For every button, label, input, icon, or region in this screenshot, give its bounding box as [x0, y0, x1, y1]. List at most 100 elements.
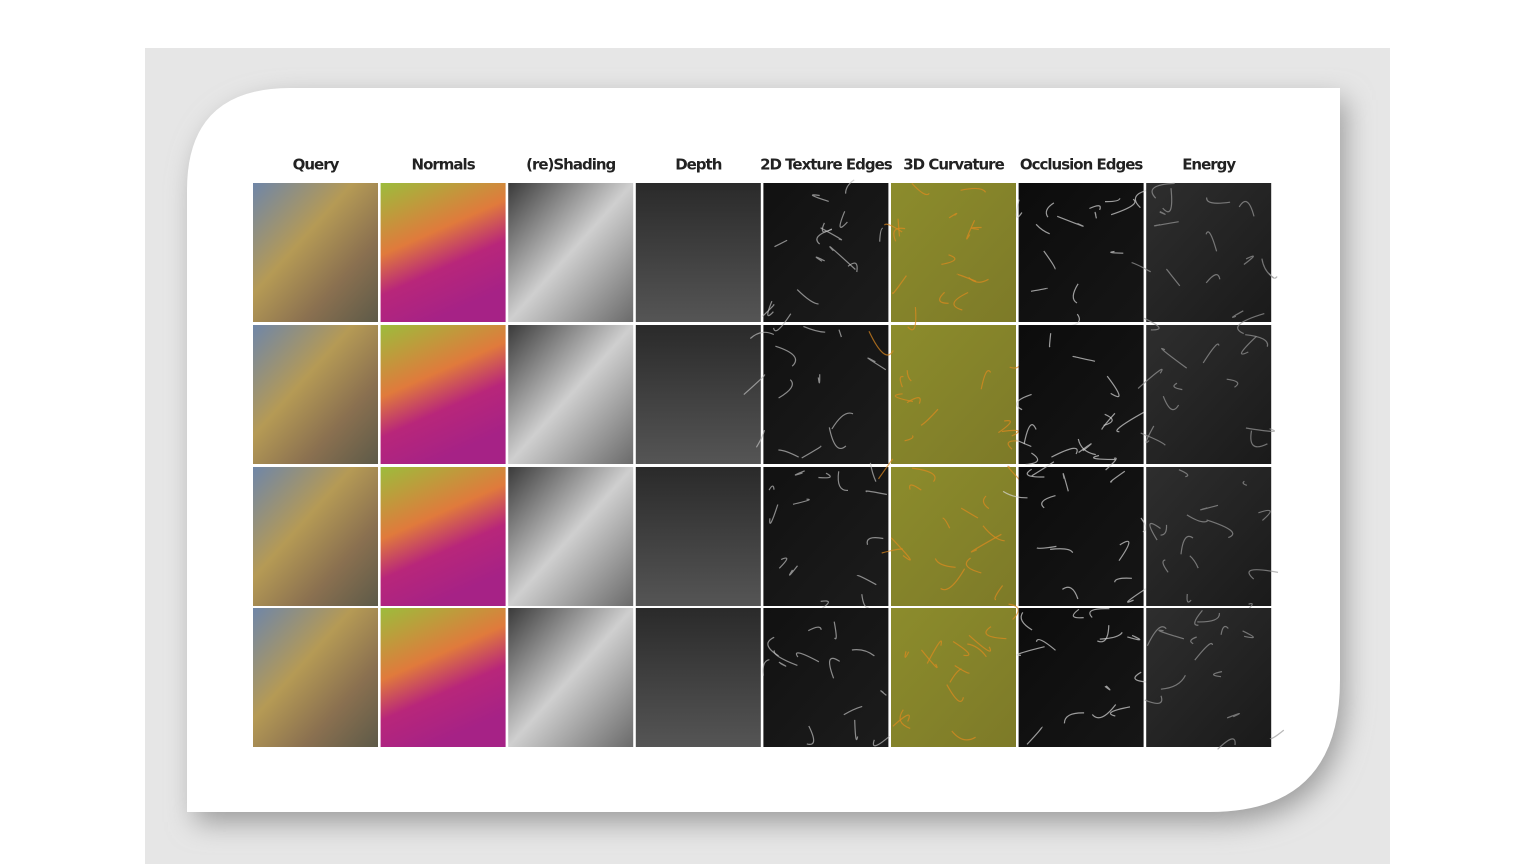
edge-stroke	[762, 659, 770, 676]
edge-stroke	[839, 211, 848, 228]
image-cell	[635, 325, 761, 464]
edge-stroke	[1137, 368, 1163, 389]
edge-stroke	[897, 218, 901, 237]
edge-stroke	[1245, 334, 1269, 347]
edge-stroke	[1160, 524, 1168, 536]
edge-stroke	[1261, 258, 1275, 279]
edge-stroke	[1237, 313, 1265, 335]
edge-stroke	[1078, 443, 1092, 453]
image-cell	[891, 467, 1016, 606]
edge-stroke	[1015, 199, 1023, 218]
image-cell	[1146, 183, 1272, 322]
edge-stroke	[970, 226, 982, 231]
edge-stroke	[890, 537, 911, 561]
edge-stroke	[884, 223, 903, 233]
edge-stroke	[892, 714, 910, 727]
image-cell	[763, 608, 889, 747]
image-cell	[635, 608, 761, 747]
edge-stroke	[1248, 569, 1279, 580]
edge-stroke	[1258, 509, 1271, 521]
edge-stroke	[952, 640, 970, 657]
edge-stroke	[904, 435, 914, 442]
image-cell	[380, 183, 506, 322]
edge-stroke	[1099, 631, 1123, 640]
edge-stroke	[851, 649, 875, 657]
edge-stroke	[803, 325, 826, 333]
column-header: Occlusion Edges	[1020, 156, 1144, 174]
edge-stroke	[1062, 586, 1079, 600]
edge-stroke	[880, 690, 887, 696]
edge-stroke	[1238, 200, 1255, 217]
edge-stroke	[792, 498, 810, 505]
edge-stroke	[1197, 612, 1221, 623]
edge-stroke	[774, 239, 788, 248]
edge-stroke	[1031, 461, 1055, 477]
edge-stroke	[1118, 540, 1130, 562]
edge-stroke	[1089, 608, 1110, 618]
edge-stroke	[1151, 182, 1175, 199]
edge-stroke	[768, 485, 775, 491]
column-header: 3D Curvature	[903, 156, 1004, 174]
edge-stroke	[1162, 395, 1180, 411]
edge-stroke	[967, 643, 987, 658]
edge-stroke	[1035, 223, 1050, 235]
edge-stroke	[1105, 457, 1117, 471]
edge-stroke	[980, 370, 992, 390]
edge-stroke	[1093, 454, 1116, 461]
edge-stroke	[1104, 198, 1121, 203]
edge-stroke	[954, 664, 970, 674]
edge-stroke	[960, 187, 987, 193]
edge-stroke	[828, 427, 847, 450]
edge-stroke	[942, 517, 951, 529]
edge-stroke	[1162, 559, 1169, 573]
edge-stroke	[946, 684, 964, 702]
edge-stroke	[831, 412, 854, 430]
edge-stroke	[1041, 495, 1056, 509]
edge-stroke	[1154, 221, 1179, 227]
edge-stroke	[1035, 639, 1056, 651]
image-cell	[1146, 325, 1272, 464]
edge-stroke	[808, 626, 822, 632]
edge-stroke	[1094, 211, 1097, 219]
edge-stroke	[1146, 626, 1167, 646]
column-header: Query	[293, 156, 340, 174]
edge-stroke	[1242, 480, 1248, 486]
edge-stroke	[1063, 712, 1085, 724]
edge-stroke	[1200, 504, 1219, 511]
edge-stroke	[968, 276, 989, 283]
edge-stroke	[872, 735, 890, 747]
edge-stroke	[1036, 545, 1057, 549]
edge-stroke	[743, 374, 766, 396]
edge-stroke	[953, 291, 969, 311]
edge-stroke	[1160, 675, 1186, 690]
edge-stroke	[1149, 522, 1161, 541]
edge-stroke	[1026, 726, 1043, 745]
edge-stroke	[1001, 429, 1019, 437]
edge-stroke	[1091, 704, 1117, 719]
edge-stroke	[1269, 729, 1285, 740]
edge-stroke	[795, 652, 820, 663]
column-header: Energy	[1182, 156, 1236, 174]
edge-stroke	[926, 640, 942, 664]
edge-stroke	[1205, 231, 1218, 252]
edge-stroke	[1202, 343, 1220, 364]
edge-stroke	[899, 709, 911, 729]
edge-stroke	[906, 370, 912, 382]
edge-stroke	[1242, 630, 1254, 639]
edge-stroke	[844, 179, 855, 194]
edge-stroke	[778, 661, 787, 667]
edge-stroke	[1243, 255, 1254, 265]
edge-stroke	[761, 304, 775, 317]
image-cell	[508, 467, 634, 606]
edge-stroke	[1026, 468, 1045, 478]
edge-stroke	[998, 420, 1011, 434]
edge-stroke	[1016, 393, 1032, 411]
edge-stroke	[941, 254, 956, 265]
edge-stroke	[1016, 646, 1045, 656]
edge-stroke	[1189, 555, 1199, 569]
edge-stroke	[1186, 593, 1192, 603]
edge-stroke	[837, 471, 849, 492]
image-cell	[508, 183, 634, 322]
edge-stroke	[778, 449, 799, 458]
